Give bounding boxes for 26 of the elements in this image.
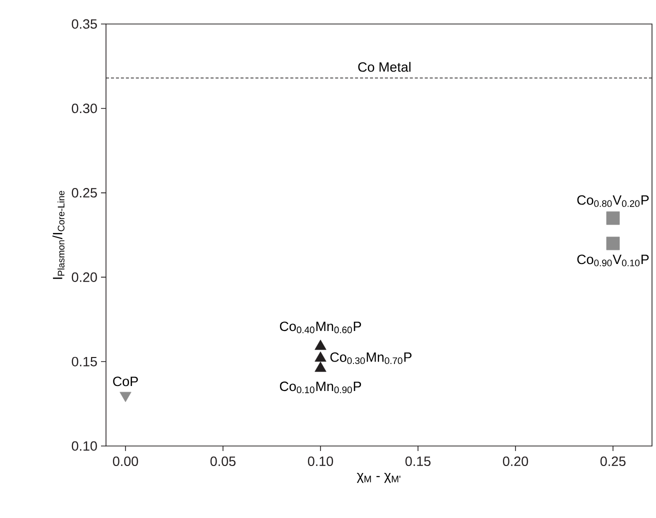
y-tick-label: 0.35	[72, 19, 97, 29]
x-tick-label: 0.10	[308, 456, 334, 466]
annotation: Co$_{0.80}$V$_{0.20}$P	[577, 195, 649, 207]
x-axis-title: χ$_{M}$ - χ$_{M'}$	[356, 472, 400, 483]
y-tick-label: 0.20	[72, 272, 97, 282]
point	[314, 340, 326, 350]
annotation: CoP	[113, 376, 138, 386]
y-tick-label: 0.15	[72, 356, 97, 366]
point	[606, 211, 620, 225]
x-tick-label: 0.00	[112, 456, 138, 466]
point	[314, 362, 326, 372]
x-tick-label: 0.25	[600, 456, 626, 466]
annotation: Co$_{0.10}$Mn$_{0.90}$P	[280, 382, 362, 394]
annotation: Co$_{0.90}$V$_{0.10}$P	[577, 254, 649, 266]
y-tick-label: 0.10	[72, 441, 97, 451]
ref-line-label: Co Metal	[358, 62, 410, 72]
point	[314, 352, 326, 362]
annotation: Co$_{0.40}$Mn$_{0.60}$P	[280, 322, 362, 334]
y-axis-title: I$_{Plasmon}$/I$_{Core-Line}$	[52, 190, 64, 279]
y-tick-label: 0.25	[72, 188, 97, 198]
x-tick-label: 0.05	[210, 456, 236, 466]
point	[606, 236, 620, 250]
y-tick-label: 0.30	[72, 104, 97, 114]
x-tick-label: 0.15	[405, 456, 431, 466]
annotation: Co$_{0.30}$Mn$_{0.70}$P	[330, 352, 412, 364]
x-tick-label: 0.20	[502, 456, 528, 466]
